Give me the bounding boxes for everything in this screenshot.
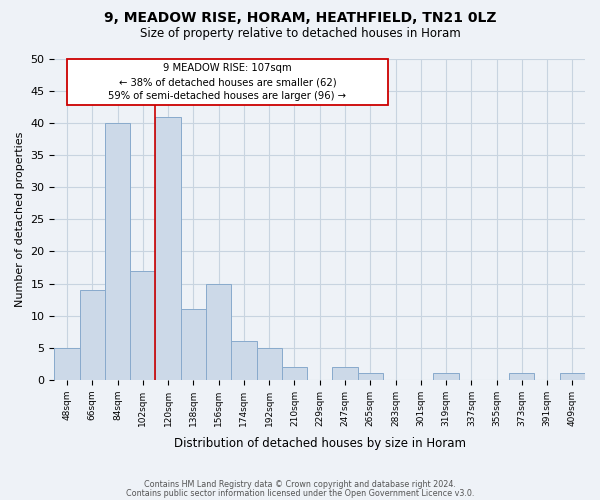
Bar: [332, 367, 358, 380]
X-axis label: Distribution of detached houses by size in Horam: Distribution of detached houses by size …: [174, 437, 466, 450]
Bar: [105, 123, 130, 380]
Bar: [231, 342, 257, 380]
Bar: [55, 348, 80, 380]
Bar: [433, 374, 458, 380]
Bar: [257, 348, 282, 380]
Bar: [130, 270, 155, 380]
Text: 9 MEADOW RISE: 107sqm
← 38% of detached houses are smaller (62)
59% of semi-deta: 9 MEADOW RISE: 107sqm ← 38% of detached …: [109, 63, 346, 101]
Bar: [282, 367, 307, 380]
Text: Contains public sector information licensed under the Open Government Licence v3: Contains public sector information licen…: [126, 488, 474, 498]
Y-axis label: Number of detached properties: Number of detached properties: [15, 132, 25, 307]
Bar: [206, 284, 231, 380]
Bar: [80, 290, 105, 380]
Bar: [358, 374, 383, 380]
Text: 9, MEADOW RISE, HORAM, HEATHFIELD, TN21 0LZ: 9, MEADOW RISE, HORAM, HEATHFIELD, TN21 …: [104, 11, 496, 25]
FancyBboxPatch shape: [67, 59, 388, 105]
Text: Contains HM Land Registry data © Crown copyright and database right 2024.: Contains HM Land Registry data © Crown c…: [144, 480, 456, 489]
Text: Size of property relative to detached houses in Horam: Size of property relative to detached ho…: [140, 28, 460, 40]
Bar: [181, 309, 206, 380]
Bar: [560, 374, 585, 380]
Bar: [509, 374, 535, 380]
Bar: [155, 116, 181, 380]
